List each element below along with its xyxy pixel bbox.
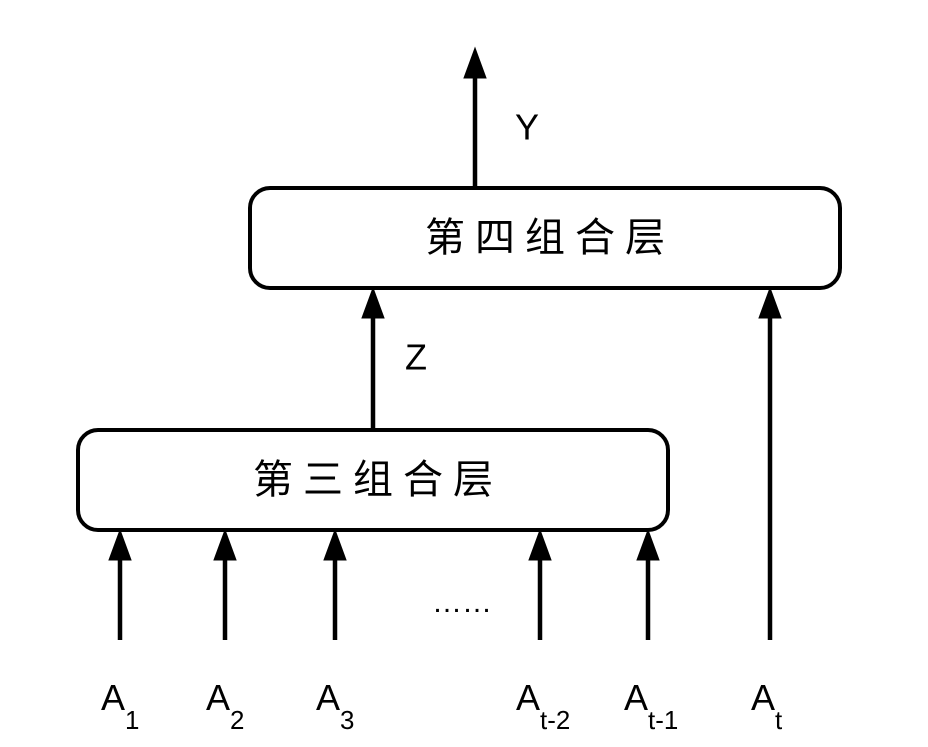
diagram-label: A2 xyxy=(206,677,244,735)
arrow xyxy=(362,288,384,318)
diagram-label: Z xyxy=(405,337,427,378)
diagram-label: 第 四 组 合 层 xyxy=(425,215,665,260)
arrow xyxy=(464,48,486,78)
arrow xyxy=(324,530,346,560)
arrow xyxy=(109,530,131,560)
diagram-label: A3 xyxy=(316,677,354,735)
diagram-label: A1 xyxy=(101,677,139,735)
diagram-label: 第 三 组 合 层 xyxy=(253,457,493,502)
diagram-label: At-2 xyxy=(516,677,570,735)
diagram-label: Y xyxy=(515,107,539,148)
arrow xyxy=(214,530,236,560)
arrow xyxy=(759,288,781,318)
arrow xyxy=(529,530,551,560)
arrow xyxy=(637,530,659,560)
architecture-diagram: 第 三 组 合 层 第 四 组 合 层 Y Z A1 A2 A3 At-2 At-1 At …… xyxy=(0,0,928,747)
diagram-label: …… xyxy=(432,586,492,619)
diagram-label: At xyxy=(751,677,783,735)
diagram-label: At-1 xyxy=(624,677,678,735)
